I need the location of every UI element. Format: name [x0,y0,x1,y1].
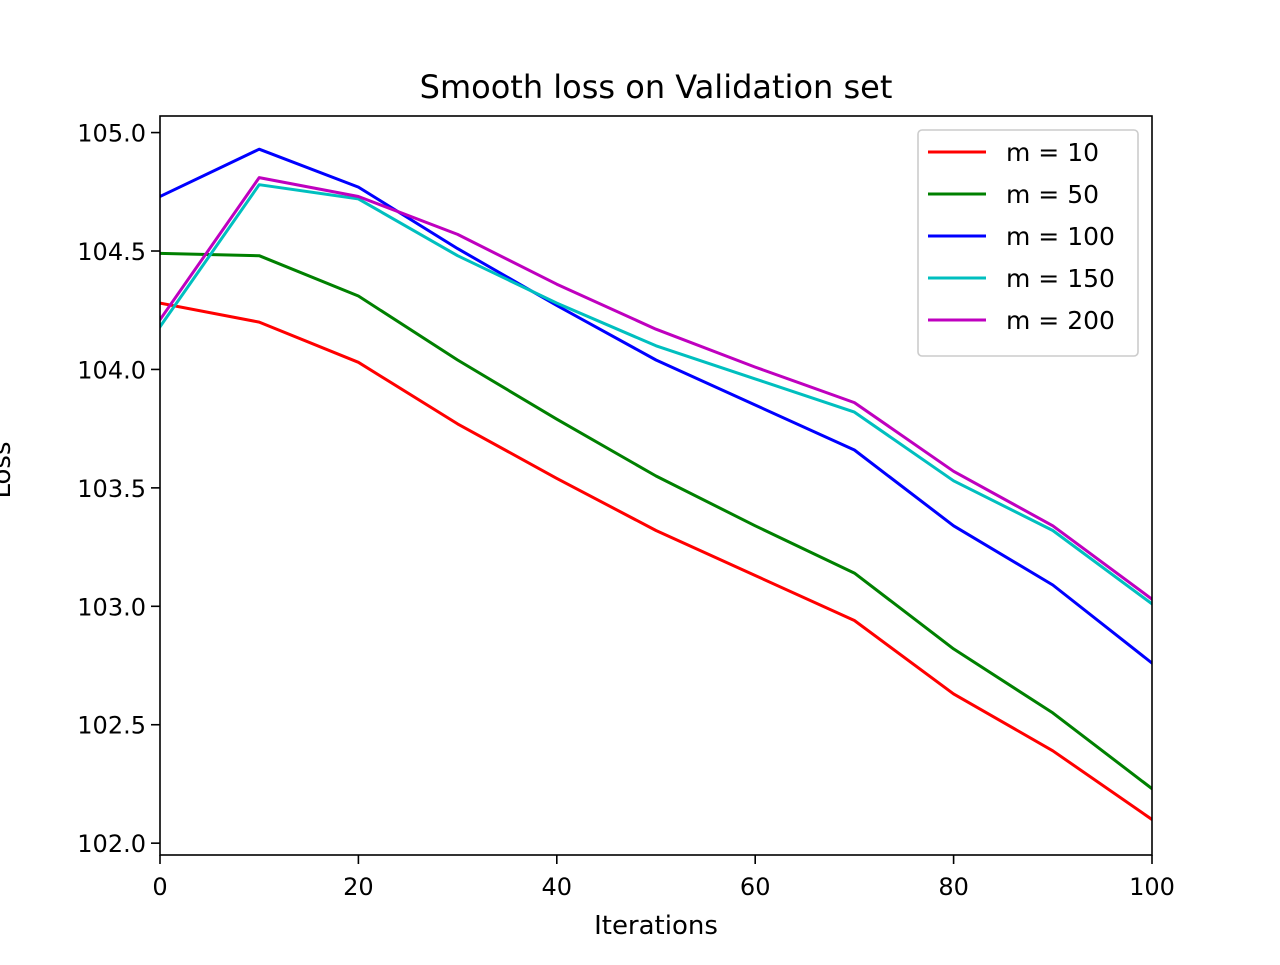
chart-title: Smooth loss on Validation set [420,68,893,106]
x-tick-label: 60 [740,873,771,901]
y-tick-label: 104.5 [77,238,146,266]
series-line-1 [160,251,1152,791]
x-tick-label: 40 [542,873,573,901]
legend-box [917,129,1139,357]
y-tick-label: 104.0 [77,356,146,384]
series-line-2 [160,147,1152,666]
plot-area: 0 20 40 60 80 100 102.0 102.5 103.0 103.5 104.0 104… [77,115,1175,901]
x-tick-label: 0 [152,873,167,901]
x-tick-label: 100 [1129,873,1175,901]
axes-frame [159,115,1153,856]
legend-label-4: m = 200 [1006,306,1115,335]
legend-label-0: m = 10 [1006,138,1099,167]
legend-label-1: m = 50 [1006,180,1099,209]
series-line-4 [160,176,1152,602]
x-tick-label: 20 [343,873,374,901]
series-line-3 [160,183,1152,606]
y-tick-label: 103.5 [77,475,146,503]
x-axis-label: Iterations [594,911,718,941]
y-tick-label: 102.0 [77,830,146,858]
y-tick-label: 103.0 [77,593,146,621]
y-axis-label: Loss [0,441,17,498]
y-tick-label: 105.0 [77,120,146,148]
series-lines [160,147,1152,822]
y-tick-label: 102.5 [77,712,146,740]
legend-label-2: m = 100 [1006,222,1115,251]
legend-label-3: m = 150 [1006,264,1115,293]
legend: m = 10 m = 50 m = 100 m = 150 m = 200 [917,129,1139,357]
x-tick-label: 80 [938,873,969,901]
series-line-0 [160,301,1152,822]
